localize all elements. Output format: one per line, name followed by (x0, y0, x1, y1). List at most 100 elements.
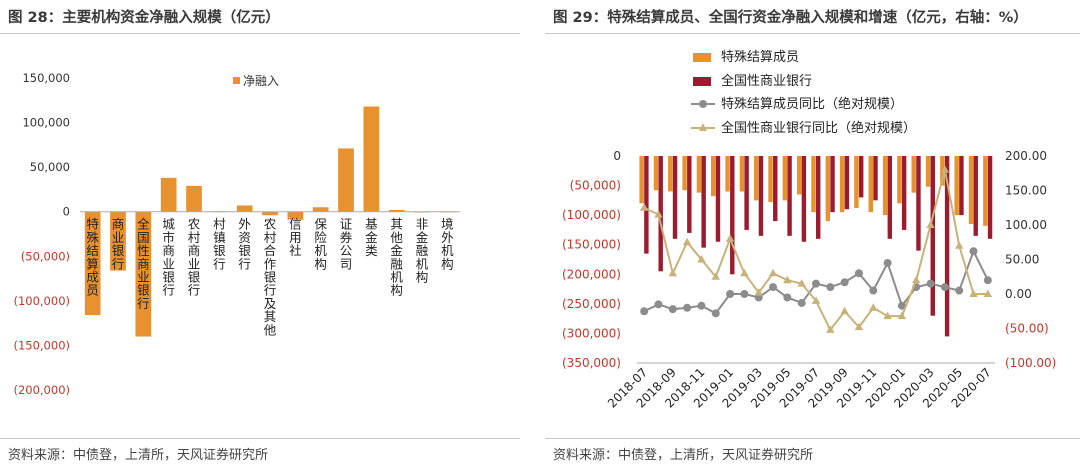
bar (135, 211, 152, 337)
y-tick-label: (50,000) (21, 249, 70, 263)
bar (160, 177, 177, 212)
line-point (725, 234, 735, 242)
bar (338, 148, 354, 212)
y-right-tick-label: (50.00) (1005, 322, 1049, 336)
line-point (826, 283, 835, 292)
line-point (726, 290, 735, 298)
bar (816, 156, 821, 239)
bar (287, 211, 304, 220)
right-chart: 0 (50,000) (100,000) (150,000) (200,000) (250… (562, 50, 1056, 411)
line-point (897, 311, 907, 320)
y-tick-label: (100,000) (13, 294, 70, 308)
y-left-tick-label: (350,000) (562, 356, 621, 370)
line-point (783, 293, 792, 302)
bar (773, 156, 778, 222)
line-point (983, 276, 992, 285)
left-title-rule (0, 33, 520, 34)
left-source-rule (0, 438, 520, 439)
left-source-note: 资料来源：中债登，上清所，天风证券研究所 (8, 448, 269, 463)
line-point (697, 301, 706, 310)
line-point (668, 305, 677, 314)
y-tick-label: (150,000) (13, 338, 70, 352)
x-tick-label: 特殊结算成员 (86, 217, 99, 298)
legend-swatch (233, 77, 240, 84)
left-chart: 150,000 100,000 50,000 0 (50,000) (100,000) (1… (13, 71, 460, 397)
bar (687, 156, 692, 233)
bar (658, 156, 663, 272)
line-point (926, 279, 935, 288)
line-point (955, 286, 964, 295)
y-left-tick-label: (250,000) (562, 297, 621, 311)
legend-swatch (693, 77, 711, 86)
bar (186, 185, 202, 212)
x-tick-label: 证券公司 (340, 217, 353, 272)
line-point (883, 311, 892, 320)
bar (639, 156, 644, 204)
bar (987, 156, 993, 239)
line-point (639, 203, 649, 211)
line-point (969, 247, 978, 256)
y-right-tick-label: 200.00 (1005, 149, 1047, 163)
bar (753, 156, 759, 201)
bar (873, 156, 878, 201)
line-point (897, 301, 906, 310)
bar (925, 156, 931, 187)
line-point (854, 269, 863, 278)
legend-swatch (693, 53, 711, 62)
x-tick-label: 商业银行 (112, 217, 125, 272)
line-point (654, 210, 663, 218)
line-point (955, 241, 964, 249)
line-point (969, 289, 978, 297)
line-point (826, 325, 835, 333)
legend-label: 全国性商业银行 (721, 73, 812, 89)
bar (744, 156, 749, 230)
bar (868, 156, 873, 213)
bar (782, 156, 788, 201)
bar (830, 156, 835, 213)
bar (968, 156, 974, 225)
y-right-tick-label: 100.00 (1005, 218, 1047, 232)
bar (801, 156, 807, 242)
line-point (854, 322, 864, 331)
legend-label: 特殊结算成员同比（绝对规模） (721, 96, 903, 112)
x-tick-label: 境外机构 (441, 217, 454, 272)
bar (262, 211, 278, 216)
x-tick-label: 基金类 (365, 217, 378, 258)
y-left-tick-label: (50,000) (570, 179, 621, 193)
bar (844, 156, 850, 210)
y-tick-label: (200,000) (13, 383, 70, 397)
left-panel: 图 28：主要机构资金净融入规模（亿元） 150,000 100,000 50,00… (0, 0, 520, 469)
line-point (840, 278, 849, 287)
y-left-tick-label: (150,000) (562, 238, 621, 252)
bar (916, 156, 921, 251)
line-point (654, 300, 663, 309)
bar (768, 156, 773, 203)
line-point (640, 307, 649, 316)
line-point (683, 303, 692, 312)
bar (682, 156, 687, 191)
legend-marker (699, 100, 707, 108)
line-point (740, 290, 749, 298)
bar (973, 156, 978, 236)
y-left-tick-label: (100,000) (562, 208, 621, 222)
right-chart-title: 图 29：特殊结算成员、全国行资金净融入规模和增速（亿元，右轴：%） (553, 10, 1028, 26)
bar (668, 156, 673, 192)
y-right-tick-label: 50.00 (1005, 253, 1039, 267)
bar (944, 156, 950, 337)
y-left-tick-label: 0 (613, 149, 621, 163)
bar (715, 156, 721, 242)
bar (84, 211, 101, 316)
bar (882, 156, 888, 216)
line-point (697, 255, 706, 263)
y-tick-label: 0 (63, 205, 70, 219)
x-tick-label: 非金融机构 (416, 217, 429, 285)
bar (644, 156, 649, 254)
bar (887, 156, 893, 239)
bar (696, 156, 702, 193)
line-point (682, 237, 692, 246)
bar (758, 156, 764, 236)
bar (730, 156, 735, 275)
line-point (940, 165, 950, 173)
y-right-tick-label: (100.00) (1005, 356, 1056, 370)
line-point (926, 220, 935, 228)
